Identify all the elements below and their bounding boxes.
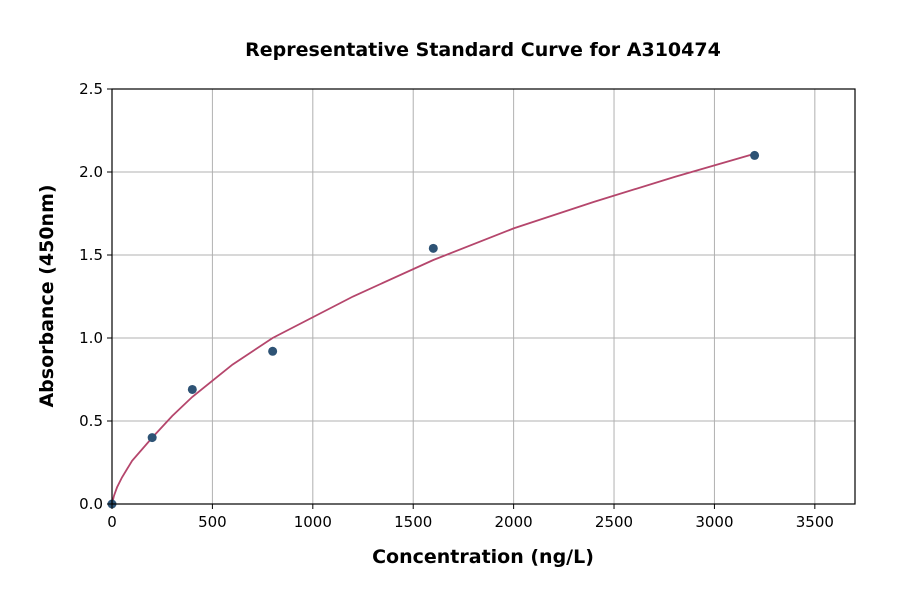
x-axis-label: Concentration (ng/L) — [372, 546, 594, 568]
y-axis: 0.0 0.5 1.0 1.5 2.0 2.5 — [79, 80, 112, 513]
y-tick-label: 0.0 — [79, 495, 103, 513]
data-point — [187, 384, 197, 394]
x-tick-label: 3000 — [695, 513, 733, 531]
y-tick-label: 2.5 — [79, 80, 103, 98]
y-tick-label: 1.5 — [79, 246, 103, 264]
x-tick-label: 1500 — [394, 513, 432, 531]
x-tick-label: 500 — [198, 513, 227, 531]
plot-frame — [111, 88, 856, 505]
data-point — [750, 150, 760, 160]
x-tick-label: 2000 — [495, 513, 533, 531]
data-point — [147, 433, 157, 443]
y-tick-label: 1.0 — [79, 329, 103, 347]
fit-curve-group — [111, 152, 755, 505]
x-tick-label: 1000 — [294, 513, 332, 531]
data-point — [268, 346, 278, 356]
chart-title: Representative Standard Curve for A31047… — [245, 39, 721, 61]
x-axis: 0 500 1000 1500 2000 2500 3000 3500 — [107, 504, 834, 531]
fit-curve — [111, 152, 755, 505]
y-tick-label: 2.0 — [79, 163, 103, 181]
x-tick-label: 3500 — [796, 513, 834, 531]
data-point — [428, 243, 438, 253]
y-axis-label: Absorbance (450nm) — [36, 184, 58, 407]
x-tick-label: 2500 — [595, 513, 633, 531]
data-points — [107, 150, 760, 509]
x-tick-label: 0 — [107, 513, 117, 531]
grid — [111, 88, 855, 505]
y-tick-label: 0.5 — [79, 412, 103, 430]
